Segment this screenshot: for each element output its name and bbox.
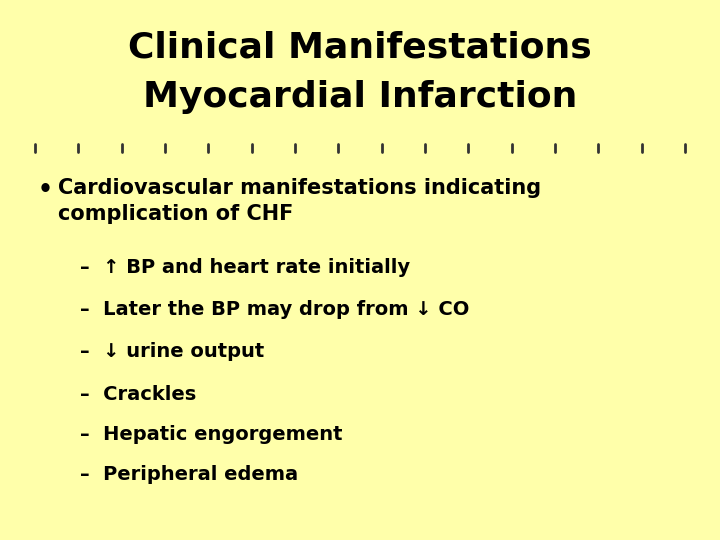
Text: –  ↑ BP and heart rate initially: – ↑ BP and heart rate initially — [80, 258, 410, 277]
Text: –  Crackles: – Crackles — [80, 385, 197, 404]
Text: Cardiovascular manifestations indicating
complication of CHF: Cardiovascular manifestations indicating… — [58, 178, 541, 225]
Text: Clinical Manifestations: Clinical Manifestations — [128, 30, 592, 64]
Text: –  Peripheral edema: – Peripheral edema — [80, 465, 298, 484]
Text: –  Hepatic engorgement: – Hepatic engorgement — [80, 425, 343, 444]
Text: •: • — [38, 178, 53, 202]
Text: –  Later the BP may drop from ↓ CO: – Later the BP may drop from ↓ CO — [80, 300, 469, 319]
Text: –  ↓ urine output: – ↓ urine output — [80, 342, 264, 361]
Text: Myocardial Infarction: Myocardial Infarction — [143, 80, 577, 114]
